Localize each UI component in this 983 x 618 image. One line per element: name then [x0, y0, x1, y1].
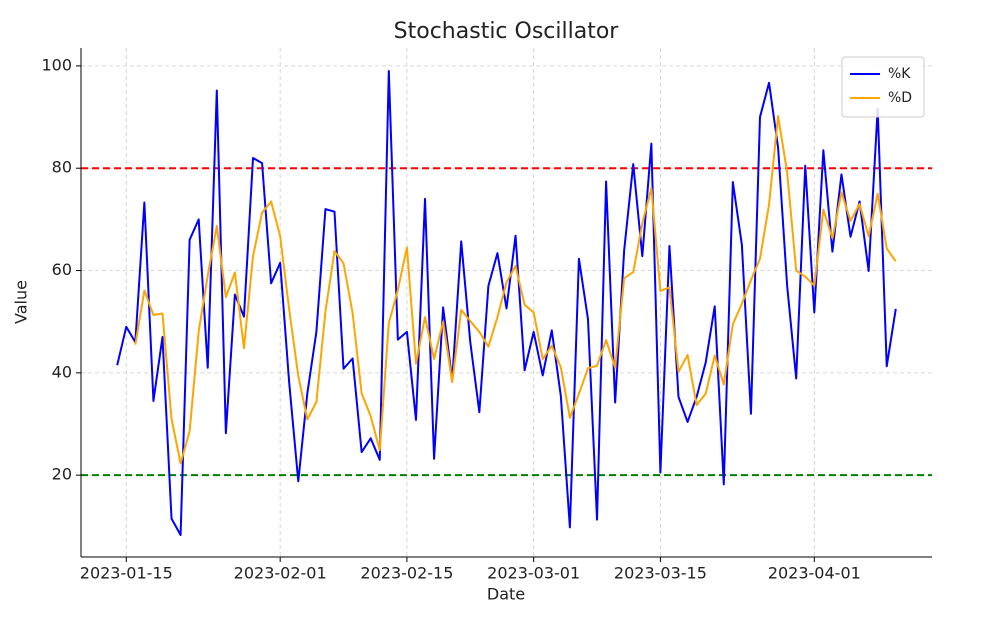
series-line	[134, 115, 897, 465]
x-tick-label: 2023-02-15	[360, 564, 453, 583]
y-tick-label: 60	[52, 260, 72, 279]
x-axis-label: Date	[487, 585, 525, 604]
legend-label: %D	[888, 90, 912, 106]
y-tick-label: 100	[41, 55, 72, 74]
series-line	[116, 70, 897, 536]
y-tick-label: 20	[52, 465, 72, 484]
y-tick-label: 40	[52, 362, 72, 381]
chart-title: Stochastic Oscillator	[394, 19, 620, 44]
y-tick-label: 80	[52, 158, 72, 177]
x-tick-label: 2023-02-01	[234, 564, 327, 583]
x-tick-label: 2023-01-15	[80, 564, 173, 583]
legend-label: %K	[888, 66, 911, 82]
x-tick-label: 2023-03-01	[487, 564, 580, 583]
y-axis-label: Value	[12, 280, 31, 324]
x-tick-label: 2023-03-15	[614, 564, 707, 583]
x-tick-label: 2023-04-01	[768, 564, 861, 583]
legend-box	[841, 56, 925, 118]
